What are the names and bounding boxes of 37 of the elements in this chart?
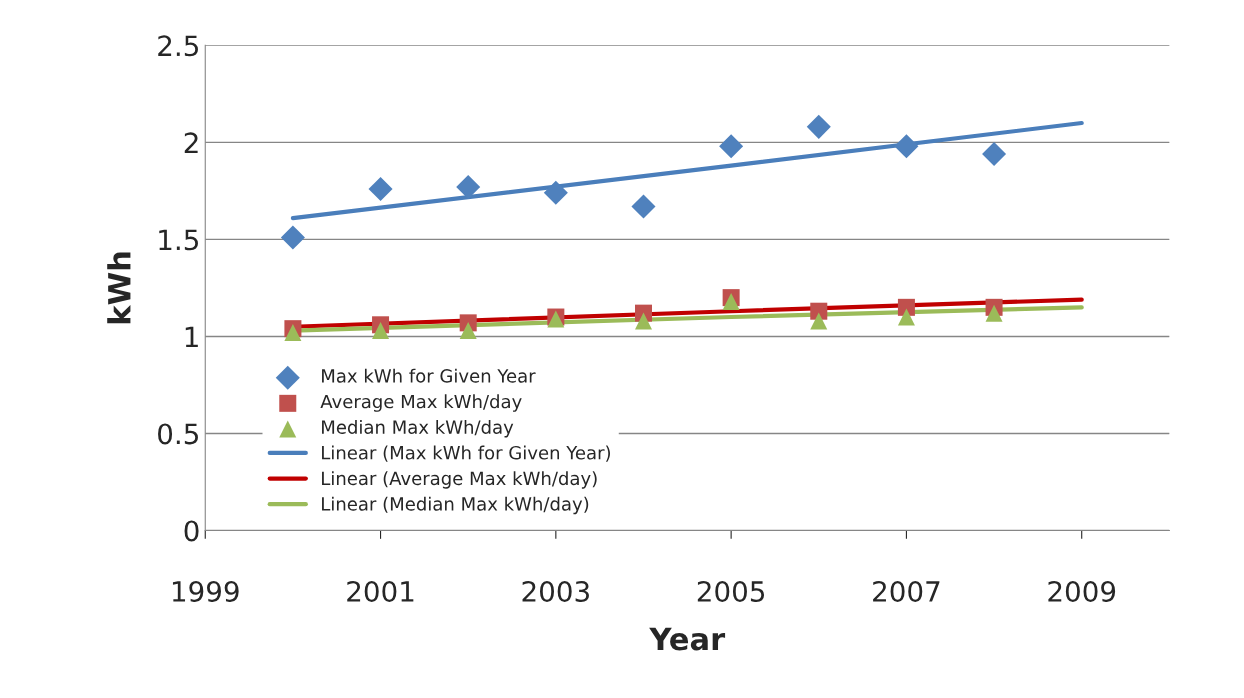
y-tick-label: 1 bbox=[185, 326, 198, 347]
y-tick-label: 2 bbox=[184, 132, 198, 153]
point bbox=[368, 176, 393, 201]
legend-label: Max kWh for Given Year bbox=[322, 368, 536, 383]
x-axis-title: Year bbox=[649, 627, 726, 651]
y-tick-label: 0 bbox=[184, 520, 199, 542]
point bbox=[810, 312, 828, 330]
x-tick-label: 2001 bbox=[347, 580, 414, 602]
x-tick-label: 2009 bbox=[1048, 580, 1116, 602]
point bbox=[280, 225, 305, 250]
point bbox=[372, 322, 390, 340]
point bbox=[631, 194, 656, 219]
point bbox=[985, 304, 1003, 322]
point bbox=[634, 312, 652, 330]
point bbox=[284, 324, 302, 342]
y-tick-label: 2.5 bbox=[158, 35, 198, 57]
x-tick-label: 2007 bbox=[873, 580, 940, 602]
legend-label: Linear (Max kWh for Given Year) bbox=[322, 445, 610, 462]
y-axis-title: kWh bbox=[107, 252, 131, 324]
point bbox=[897, 308, 915, 326]
point bbox=[982, 142, 1007, 167]
point bbox=[810, 302, 828, 320]
legend-label: Linear (Median Max kWh/day) bbox=[322, 496, 589, 515]
point bbox=[459, 322, 477, 340]
point bbox=[722, 293, 740, 311]
x-tick-label: 2005 bbox=[697, 580, 765, 602]
point bbox=[806, 114, 831, 139]
x-tick-label: 1999 bbox=[172, 580, 239, 602]
point bbox=[719, 134, 744, 159]
point bbox=[543, 180, 568, 205]
legend-label: Median Max kWh/day bbox=[322, 419, 514, 438]
legend-label: Average Max kWh/day bbox=[320, 394, 522, 412]
x-tick-label: 2003 bbox=[522, 580, 589, 602]
y-tick-label: 1.5 bbox=[159, 229, 198, 251]
legend-label: Linear (Average Max kWh/day) bbox=[322, 471, 597, 489]
y-tick-label: 0.5 bbox=[158, 423, 198, 445]
point bbox=[894, 134, 919, 159]
